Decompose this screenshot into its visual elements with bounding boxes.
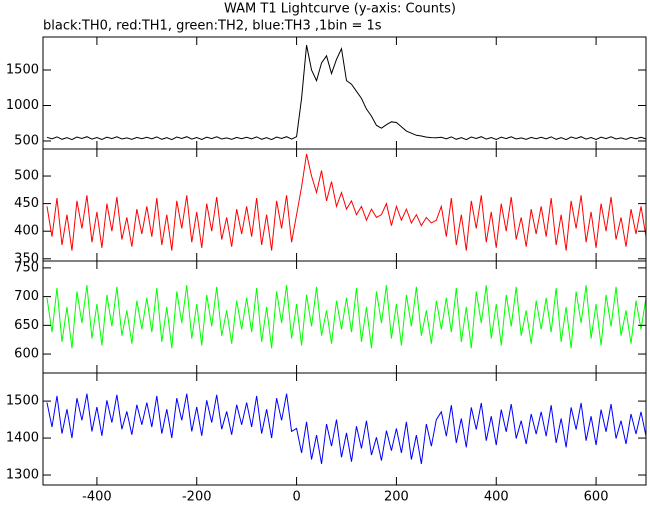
chart-subtitle: black:TH0, red:TH1, green:TH2, blue:TH3 … [43, 19, 382, 34]
y-tick-label: 750 [14, 260, 39, 275]
x-tick-label: 400 [484, 490, 509, 505]
x-tick-label: 0 [292, 490, 300, 505]
y-tick-label: 700 [14, 289, 39, 304]
y-tick-label: 1500 [6, 394, 39, 409]
series-line [46, 45, 646, 141]
x-tick-label: 200 [384, 490, 409, 505]
panel-frame [42, 372, 647, 486]
panel-frame [42, 260, 647, 374]
y-tick-label: 1500 [6, 63, 39, 78]
panel-frame [42, 36, 647, 150]
y-tick-label: 500 [14, 169, 39, 184]
y-tick-label: 650 [14, 318, 39, 333]
y-tick-label: 1000 [6, 98, 39, 113]
series-line [46, 285, 646, 349]
y-tick-label: 450 [14, 196, 39, 211]
chart-title: WAM T1 Lightcurve (y-axis: Counts) [224, 2, 456, 17]
y-tick-label: 500 [14, 133, 39, 148]
x-tick-label: -200 [182, 490, 212, 505]
y-tick-label: 350 [14, 251, 39, 266]
x-tick-label: 600 [584, 490, 609, 505]
y-tick-label: 600 [14, 347, 39, 362]
x-tick-label: -400 [82, 490, 112, 505]
y-tick-label: 1400 [6, 431, 39, 446]
y-tick-label: 1300 [6, 468, 39, 483]
panel-frame [42, 148, 647, 262]
y-tick-label: 400 [14, 224, 39, 239]
series-line [46, 153, 646, 251]
series-line [46, 393, 646, 465]
